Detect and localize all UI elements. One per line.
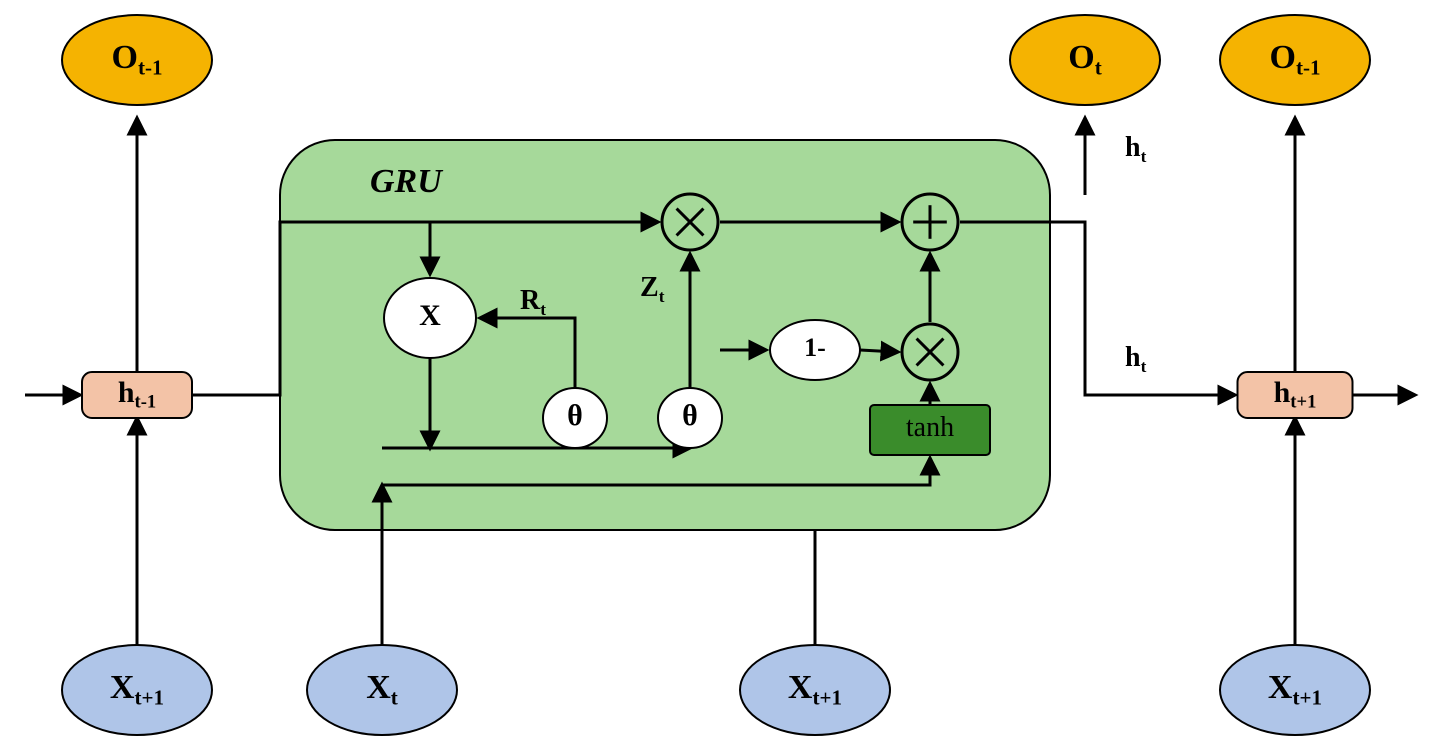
label-ht_side: ht bbox=[1125, 342, 1147, 375]
node-X_t: Xt bbox=[307, 645, 457, 735]
node-O_t: Ot bbox=[1010, 15, 1160, 105]
node-one_minus: 1- bbox=[770, 320, 860, 380]
node-X_tp1_right: Xt+1 bbox=[1220, 645, 1370, 735]
gru-diagram: Ot-1 Ot Ot-1 Xt+1 Xt Xt+1 Xt+1 Xθ θ 1- ht-1 ht+1 ta… bbox=[0, 0, 1437, 750]
node-h_tp1: ht+1 bbox=[1238, 372, 1353, 418]
node-O_tm1_left: Ot-1 bbox=[62, 15, 212, 105]
label-ht_up: ht bbox=[1125, 132, 1147, 165]
node-label: θ bbox=[567, 399, 583, 432]
gru-title: GRU bbox=[370, 163, 444, 200]
node-theta1: θ bbox=[543, 388, 607, 448]
node-theta2: θ bbox=[658, 388, 722, 448]
op-add_top bbox=[902, 194, 958, 250]
node-tanh: tanh bbox=[870, 405, 990, 455]
node-label: θ bbox=[682, 399, 698, 432]
node-X_tp1_mid: Xt+1 bbox=[740, 645, 890, 735]
edge-1m-to-mult bbox=[860, 350, 898, 352]
node-label: 1- bbox=[804, 333, 826, 362]
node-X_tp1_left: Xt+1 bbox=[62, 645, 212, 735]
node-label: X bbox=[419, 299, 441, 332]
op-mult_right bbox=[902, 324, 958, 380]
op-mult_top bbox=[662, 194, 718, 250]
node-h_tm1: ht-1 bbox=[82, 372, 192, 418]
node-label: tanh bbox=[906, 412, 954, 443]
node-gate_X: X bbox=[384, 278, 476, 358]
node-O_tm1_right: Ot-1 bbox=[1220, 15, 1370, 105]
